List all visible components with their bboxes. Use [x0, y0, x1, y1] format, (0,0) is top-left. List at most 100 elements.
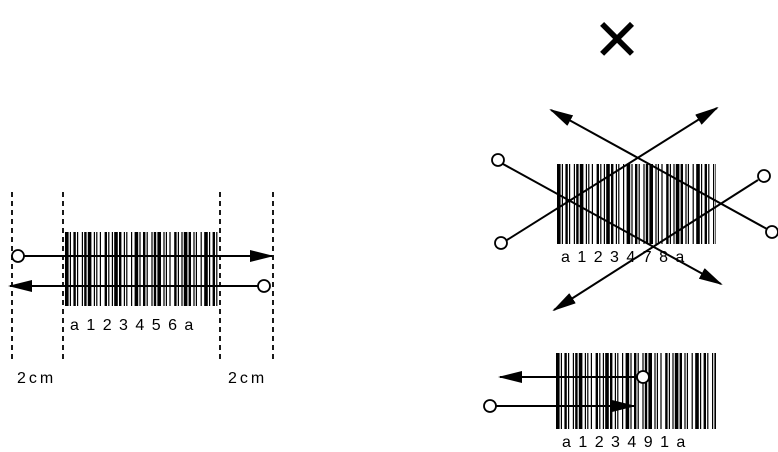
barcode-bar [177, 232, 179, 306]
barcode-bar [611, 164, 614, 244]
barcode-bar [700, 353, 702, 429]
barcode-bar [649, 164, 653, 244]
barcode-bar [557, 164, 561, 244]
angled-barcode-caption: a 1 2 3 4 7 8 a [561, 249, 686, 266]
barcode-bar [708, 164, 710, 244]
barcode-bar [77, 232, 79, 306]
barcode-bar [575, 353, 578, 429]
barcode-bar [590, 353, 592, 429]
barcode-bar [174, 232, 177, 306]
barcode-bar [169, 232, 171, 306]
barcode-bar [673, 164, 675, 244]
barcode-bar [200, 232, 202, 306]
barcode-bar [625, 353, 630, 429]
barcode-bar [153, 232, 157, 306]
barcode-bar [714, 353, 716, 429]
barcode-bar [713, 164, 715, 244]
barcode-bar [661, 164, 663, 244]
barcode-bar [87, 232, 92, 306]
barcode-bar [634, 353, 637, 429]
barcode-bar [96, 232, 98, 306]
barcode-bar [565, 164, 568, 244]
barcode-bar [602, 353, 604, 429]
scan-start-circle [494, 236, 508, 250]
barcode-bar [637, 353, 639, 429]
barcode-bar [216, 232, 218, 306]
barcode-bar [143, 232, 146, 306]
barcode-bar [645, 164, 649, 244]
barcode-bar [614, 353, 616, 429]
barcode-bar [181, 232, 183, 306]
barcode-caption: a 1 2 3 4 5 6 a [70, 317, 195, 334]
barcode-bar [157, 232, 161, 306]
barcode-bar [665, 353, 668, 429]
barcode-bar [560, 353, 562, 429]
partial-barcode-caption: a 1 2 3 4 9 1 a [562, 434, 687, 451]
barcode-bar [111, 232, 113, 306]
barcode-bar [669, 164, 671, 244]
barcode-bar [680, 164, 683, 244]
barcode-bar [626, 164, 631, 244]
barcode-bar [104, 232, 107, 306]
barcode-bar [631, 164, 633, 244]
barcode-bar [163, 232, 165, 306]
barcode-bar [654, 353, 656, 429]
barcode-bar [701, 164, 703, 244]
barcode-bar [209, 232, 211, 306]
angled-barcode-bars [557, 164, 716, 244]
barcode-bar [691, 353, 693, 429]
barcode-bar [69, 232, 71, 306]
barcode-bar [703, 353, 706, 429]
barcode-bar [596, 164, 599, 244]
barcode-bar [165, 232, 167, 306]
barcode-bar [600, 164, 602, 244]
barcode-bar [595, 353, 598, 429]
barcode-bar [695, 353, 699, 429]
barcode-bar [606, 164, 610, 244]
barcode-bar [195, 232, 197, 306]
partial-barcode-bars [556, 353, 716, 429]
barcode-bar [572, 353, 574, 429]
barcode-bar [134, 232, 139, 306]
scan-start-circle [11, 249, 25, 263]
barcode-bar [84, 232, 87, 306]
barcode-bar [183, 232, 188, 306]
barcode-bar [193, 232, 195, 306]
barcode-bar [692, 164, 694, 244]
barcode-bar [635, 164, 638, 244]
barcode-bar [569, 164, 571, 244]
diagonal-scan-lines [491, 106, 778, 312]
scan-start-circle [257, 279, 271, 293]
barcode-bar [212, 232, 215, 306]
barcode-bars [65, 232, 218, 306]
barcode-bar [638, 164, 640, 244]
barcode-bar [675, 164, 680, 244]
barcode-bar [151, 232, 153, 306]
barcode-bar [672, 353, 674, 429]
barcode-bar [587, 353, 589, 429]
barcode-bar [126, 232, 128, 306]
barcode-bar [123, 232, 125, 306]
barcode-bar [114, 232, 118, 306]
barcode-bar [704, 164, 707, 244]
barcode-bar [679, 353, 682, 429]
barcode-bar [81, 232, 83, 306]
left-margin-label: 2cm [17, 370, 56, 387]
barcode-bar [108, 232, 110, 306]
barcode-bar [707, 353, 709, 429]
barcode-bar [591, 164, 593, 244]
barcode-bar [578, 353, 583, 429]
scan-line-forward [11, 249, 274, 263]
scan-start-circle [765, 225, 778, 239]
barcode-bar [588, 164, 590, 244]
barcode-bar [648, 353, 652, 429]
barcode-bar [610, 353, 613, 429]
barcode-bar [131, 232, 133, 306]
barcode-bar [686, 353, 688, 429]
barcode-bar [564, 353, 567, 429]
scan-line-backward [8, 279, 271, 293]
margin-guide-lines [11, 192, 274, 360]
barcode-bar [623, 164, 625, 244]
scan-start-circle [757, 169, 771, 183]
barcode-bar [655, 164, 657, 244]
